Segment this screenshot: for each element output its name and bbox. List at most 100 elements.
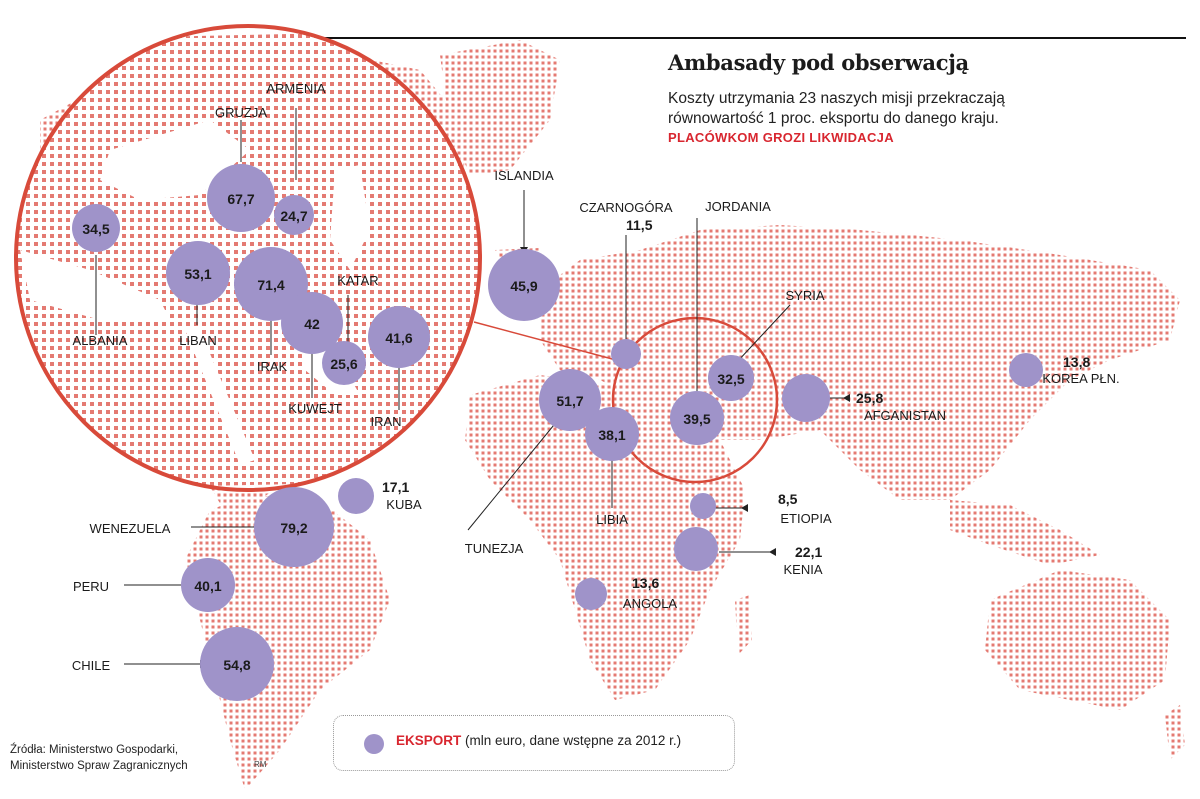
inset-bubble-kuwejt	[281, 292, 343, 354]
page-title: Ambasady pod obserwacją	[668, 50, 969, 75]
world-bubble-etiopia	[690, 493, 716, 519]
inset-bubble-albania	[72, 204, 120, 252]
inset-value-iran: 41,6	[385, 330, 412, 346]
red-sea	[185, 330, 255, 465]
inset-bubble-liban	[166, 241, 230, 305]
world-name-czarnogóra: CZARNOGÓRA	[579, 200, 673, 215]
inset-value-liban: 53,1	[184, 266, 211, 282]
leader-syria	[736, 304, 791, 363]
world-value-jordania: 39,5	[683, 411, 710, 427]
inset-bubble-iran	[368, 306, 430, 368]
landmass-southeast-asia	[950, 500, 1100, 565]
world-value-tunezja: 51,7	[556, 393, 583, 409]
inset-value-armenia: 24,7	[280, 208, 307, 224]
inset-border	[14, 24, 482, 492]
world-value-peru: 40,1	[194, 578, 221, 594]
subtitle-line-1: Koszty utrzymania 23 naszych misji przek…	[668, 90, 1005, 107]
inset-value-irak: 71,4	[257, 277, 284, 293]
world-name-wenezuela: WENEZUELA	[90, 521, 171, 536]
landmass-new-zealand	[1165, 705, 1185, 760]
legend-label: EKSPORT (mln euro, dane wstępne za 2012 …	[396, 733, 681, 748]
world-name-jordania: JORDANIA	[705, 199, 771, 214]
inset-name-gruzja: GRUZJA	[215, 105, 267, 120]
world-name-kuba: KUBA	[386, 497, 422, 512]
world-bubble-syria	[708, 355, 754, 401]
country-labels: 79,2 WENEZUELA 17,1 KUBA 40,1 PERU 54,8 CHILE 45…	[72, 81, 1120, 673]
world-value-wenezuela: 79,2	[280, 520, 307, 536]
world-bubble-afganistan	[782, 374, 830, 422]
inset-value-katar: 25,6	[330, 356, 357, 372]
world-name-afganistan: AFGANISTAN	[864, 408, 946, 423]
world-bubble-libia	[585, 407, 639, 461]
inset-value-albania: 34,5	[82, 221, 109, 237]
inset-name-liban: LIBAN	[179, 333, 217, 348]
world-bubble-chile	[200, 627, 274, 701]
world-value-afganistan: 25,8	[856, 390, 883, 406]
inset-name-armenia: ARMENIA	[266, 81, 326, 96]
alert-text: PLACÓWKOM GROZI LIKWIDACJA	[668, 130, 894, 145]
landmass-eurasia	[540, 225, 1180, 500]
world-bubble-tunezja	[539, 369, 601, 431]
inset-name-kuwejt: KUWEJT	[288, 401, 342, 416]
world-name-libia: LIBIA	[596, 512, 628, 527]
header: Ambasady pod obserwacją Koszty utrzymani…	[668, 50, 1188, 145]
landmass-australia	[985, 570, 1170, 710]
inset-bubble-katar	[322, 341, 366, 385]
inset-connector	[473, 321, 617, 361]
inset-bubble-gruzja	[207, 164, 275, 232]
legend-note: (mln euro, dane wstępne za 2012 r.)	[465, 733, 682, 748]
source-line-1: Źródła: Ministerstwo Gospodarki,	[10, 744, 179, 756]
header-rule	[300, 37, 1186, 39]
world-value-kuba: 17,1	[382, 479, 409, 495]
world-value-syria: 32,5	[717, 371, 744, 387]
world-bubble-kenia	[674, 527, 718, 571]
inset-value-gruzja: 67,7	[227, 191, 254, 207]
world-value-chile: 54,8	[223, 657, 250, 673]
inset-name-albania: ALBANIA	[73, 333, 128, 348]
world-value-czarnogóra: 11,5	[626, 217, 653, 233]
landmass-south-america	[185, 495, 390, 790]
landmass-africa	[465, 375, 745, 700]
world-name-angola: ANGOLA	[623, 596, 678, 611]
caspian-sea	[330, 165, 370, 270]
inset-name-irak: IRAK	[257, 359, 288, 374]
world-value-korea-płn-: 13,8	[1063, 354, 1090, 370]
world-name-chile: CHILE	[72, 658, 111, 673]
world-value-libia: 38,1	[598, 427, 625, 443]
leader-tunezja	[467, 419, 559, 531]
world-value-angola: 13,6	[632, 575, 659, 591]
legend-bubble-icon	[364, 734, 384, 754]
world-name-tunezja: TUNEZJA	[465, 541, 524, 556]
world-name-korea-płn-: KOREA PŁN.	[1042, 371, 1119, 386]
world-name-islandia: ISLANDIA	[494, 168, 554, 183]
inset-value-kuwejt: 42	[304, 316, 320, 332]
world-name-syria: SYRIA	[785, 288, 824, 303]
world-bubble-wenezuela	[254, 487, 334, 567]
author-initials: RM	[254, 760, 267, 769]
inset-name-iran: IRAN	[370, 414, 401, 429]
world-name-peru: PERU	[73, 579, 109, 594]
world-value-islandia: 45,9	[510, 278, 537, 294]
inset-bubble-armenia	[274, 195, 314, 235]
world-bubble-czarnogóra	[611, 339, 641, 369]
landmass-greenland	[440, 40, 560, 175]
world-bubble-peru	[181, 558, 235, 612]
source-line-2: Ministerstwo Spraw Zagranicznych	[10, 760, 188, 772]
mediterranean-sea	[20, 250, 170, 320]
leader-lines	[95, 108, 850, 665]
world-bubble-kuba	[338, 478, 374, 514]
world-value-etiopia: 8,5	[778, 491, 798, 507]
export-bubbles	[72, 164, 1043, 701]
inset-name-katar: KATAR	[337, 273, 378, 288]
region-ring	[611, 316, 779, 484]
world-name-etiopia: ETIOPIA	[780, 511, 832, 526]
world-value-kenia: 22,1	[795, 544, 822, 560]
landmass-madagascar	[735, 595, 752, 655]
legend-key: EKSPORT	[396, 733, 462, 748]
world-bubble-korea-płn-	[1009, 353, 1043, 387]
subtitle-line-2: równowartość 1 proc. eksportu do danego …	[668, 110, 999, 127]
legend: EKSPORT (mln euro, dane wstępne za 2012 …	[333, 715, 735, 771]
world-bubble-islandia	[488, 249, 560, 321]
world-bubble-angola	[575, 578, 607, 610]
